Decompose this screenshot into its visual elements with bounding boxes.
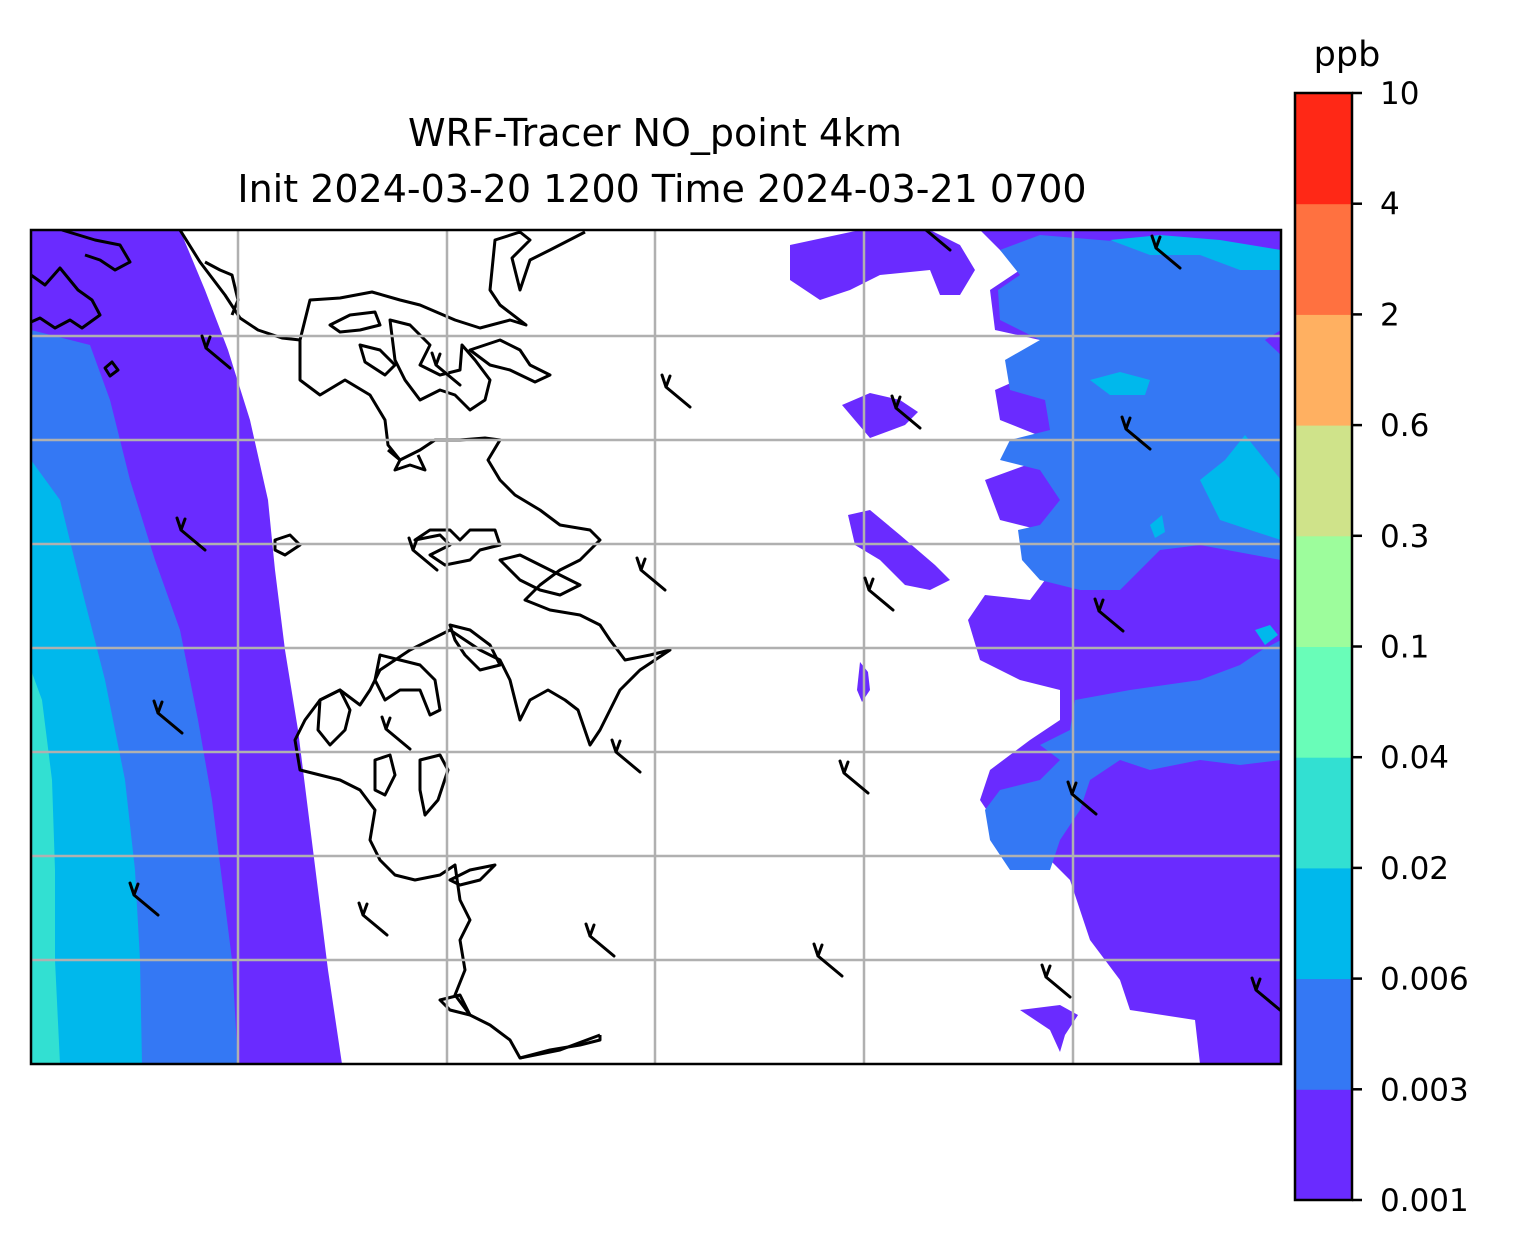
wind-barb xyxy=(812,942,844,978)
wind-barb xyxy=(175,516,207,552)
colorbar-band xyxy=(1295,93,1352,205)
contour-band-0.006-east xyxy=(1110,235,1281,270)
coastline-inlet-10 xyxy=(448,863,497,887)
coastline-inlet-5 xyxy=(448,623,502,672)
map-panel xyxy=(29,228,1283,1066)
coastline-inlet-8 xyxy=(373,753,397,797)
contour-band-0.001-east xyxy=(842,393,918,438)
colorbar-band xyxy=(1295,535,1352,647)
colorbar-band xyxy=(1295,425,1352,537)
coastline-inlet-12 xyxy=(519,1035,602,1060)
colorbar-bands xyxy=(1295,93,1352,1201)
colorbar-band xyxy=(1295,203,1352,315)
coastline-island xyxy=(103,360,120,378)
wind-barb xyxy=(200,334,232,370)
coastline-main xyxy=(178,230,586,342)
wind-barb xyxy=(924,230,952,252)
wind-barb xyxy=(1250,976,1281,1012)
colorbar-band xyxy=(1295,867,1352,980)
gridlines xyxy=(31,230,1281,1064)
colorbar-tick-label: 2 xyxy=(1380,297,1400,333)
wind-barb xyxy=(357,901,389,937)
coastline-inlet-9 xyxy=(418,753,450,817)
wind-barb xyxy=(635,556,667,592)
coastline-northwest xyxy=(31,266,102,330)
contour-band-0.001-east xyxy=(848,510,950,590)
contour-band-0.006-east xyxy=(1200,435,1281,540)
contour-band-0.02 xyxy=(31,670,60,1064)
coastline-inlet-4 xyxy=(498,553,582,597)
contour-band-0.003-east xyxy=(998,235,1281,590)
coastline-bay-4 xyxy=(468,338,552,384)
colorbar-ticks: 0.001 0.003 0.006 0.02 0.04 0.1 0.3 0.6 2 4 10 xyxy=(1352,76,1469,1219)
colorbar-tick-label: 0.006 xyxy=(1380,962,1469,998)
wind-barbs xyxy=(128,230,1281,1012)
colorbar-band xyxy=(1295,1089,1352,1201)
coastline xyxy=(31,230,672,1060)
map-title-line1: WRF-Tracer NO_point 4km xyxy=(408,111,902,155)
coastline-inlet-6 xyxy=(373,653,442,717)
wind-barb xyxy=(838,759,870,795)
coastline-bay-3 xyxy=(388,318,492,412)
wind-barb xyxy=(1040,963,1072,999)
wind-barb xyxy=(1093,597,1125,633)
colorbar-frame xyxy=(1293,91,1354,1202)
colorbar-tick-label: 0.003 xyxy=(1380,1072,1469,1108)
wind-barb xyxy=(128,881,160,917)
colorbar-tick-label: 0.6 xyxy=(1380,408,1429,444)
colorbar-tick-label: 10 xyxy=(1380,76,1419,112)
colorbar-band xyxy=(1295,646,1352,758)
coastline-west-stub xyxy=(204,260,240,316)
contour-band-0.006 xyxy=(31,460,142,1064)
coastline-bay-1 xyxy=(328,310,382,334)
coastline-inlet-1 xyxy=(387,448,427,472)
wind-barb xyxy=(430,351,462,387)
contour-band-0.003-east xyxy=(985,640,1281,870)
contour-band-0.006-east xyxy=(1255,625,1278,645)
coastline-inlet-3 xyxy=(273,533,302,557)
contour-band-0.006-east xyxy=(1090,372,1150,395)
coastline-bay-2 xyxy=(358,343,397,377)
contour-band-0.001-east xyxy=(790,230,975,300)
colorbar-tick-label: 0.04 xyxy=(1380,740,1449,776)
colorbar-tick-label: 0.3 xyxy=(1380,519,1429,555)
wind-barb xyxy=(152,699,184,735)
wind-barb xyxy=(1120,415,1152,451)
colorbar-band xyxy=(1295,978,1352,1090)
colorbar: ppb 0.001 0.003 0.006 0.02 0.04 0.1 0.3 0.6 2 4 10 xyxy=(1293,35,1469,1219)
colorbar-tick-label: 4 xyxy=(1380,187,1400,223)
colorbar-tick-label: 0.001 xyxy=(1380,1183,1469,1219)
wind-barb xyxy=(890,394,922,430)
wind-barb xyxy=(660,373,692,409)
colorbar-band xyxy=(1295,757,1352,869)
coastline-main-south xyxy=(293,340,672,1060)
wind-barb xyxy=(1066,780,1098,816)
contour-band-0.001-east xyxy=(1020,1005,1078,1052)
colorbar-unit-label: ppb xyxy=(1314,35,1381,75)
contour-band-0.006-east xyxy=(1150,515,1165,538)
wind-barb xyxy=(380,715,412,751)
coastline-northwest-2 xyxy=(61,230,132,272)
wind-barb xyxy=(584,922,616,958)
map-frame xyxy=(29,228,1283,1066)
wind-barb xyxy=(610,738,642,774)
coastline-inlet-7 xyxy=(316,688,352,747)
wind-barb xyxy=(407,536,439,572)
colorbar-tick-label: 0.1 xyxy=(1380,630,1429,666)
colorbar-tick-label: 0.02 xyxy=(1380,851,1449,887)
wind-barb xyxy=(1150,234,1182,270)
map-title-line2: Init 2024-03-20 1200 Time 2024-03-21 070… xyxy=(237,167,1086,211)
colorbar-band xyxy=(1295,314,1352,426)
wind-barb xyxy=(863,576,895,612)
